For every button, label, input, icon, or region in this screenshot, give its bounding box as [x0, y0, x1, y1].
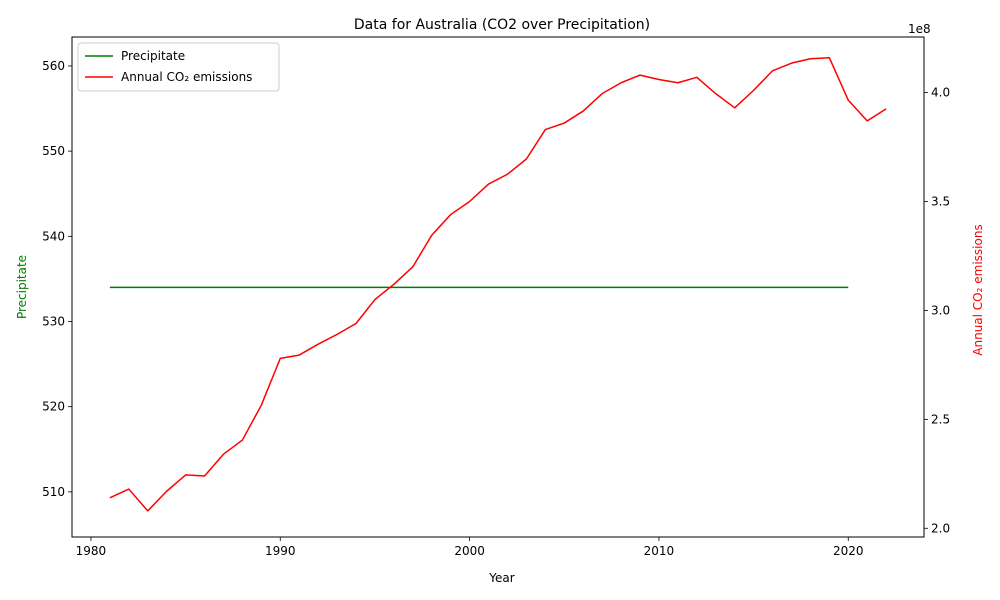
y-axis-left-label: Precipitate: [15, 255, 29, 319]
legend-label-precipitate: Precipitate: [121, 49, 185, 63]
y-left-tick-label: 520: [42, 400, 65, 414]
y-right-tick-label: 2.0: [931, 521, 950, 535]
x-tick-label: 2010: [644, 544, 675, 558]
axis-multiplier: 1e8: [908, 22, 931, 36]
x-tick-label: 1980: [76, 544, 107, 558]
y-left-tick-label: 540: [42, 229, 65, 243]
y-axis-right-label: Annual CO₂ emissions: [971, 224, 985, 355]
x-tick-label: 2000: [454, 544, 485, 558]
y-right-tick-label: 3.5: [931, 194, 950, 208]
y-right-tick-label: 3.0: [931, 303, 950, 317]
chart-title: Data for Australia (CO2 over Precipitati…: [354, 17, 650, 33]
x-axis-label: Year: [488, 571, 514, 585]
x-tick-label: 1990: [265, 544, 296, 558]
series-layer: [109, 56, 887, 512]
plot-frame: [71, 36, 925, 538]
y-right-tick-label: 4.0: [931, 86, 950, 100]
y-axis-left: 510 520 530 540 550 560: [42, 59, 72, 499]
y-left-tick-label: 560: [42, 59, 65, 73]
x-axis: 1980 1990 2000 2010 2020: [76, 537, 864, 558]
legend-box: [77, 42, 280, 92]
y-left-tick-label: 530: [42, 314, 65, 328]
y-right-tick-label: 2.5: [931, 412, 950, 426]
legend: Precipitate Annual CO₂ emissions: [77, 42, 280, 92]
y-left-tick-label: 550: [42, 144, 65, 158]
legend-label-co2: Annual CO₂ emissions: [121, 70, 252, 84]
x-tick-label: 2020: [833, 544, 864, 558]
y-axis-right: 2.0 2.5 3.0 3.5 4.0: [924, 86, 950, 535]
series-line-co2: [109, 56, 887, 512]
y-left-tick-label: 510: [42, 485, 65, 499]
